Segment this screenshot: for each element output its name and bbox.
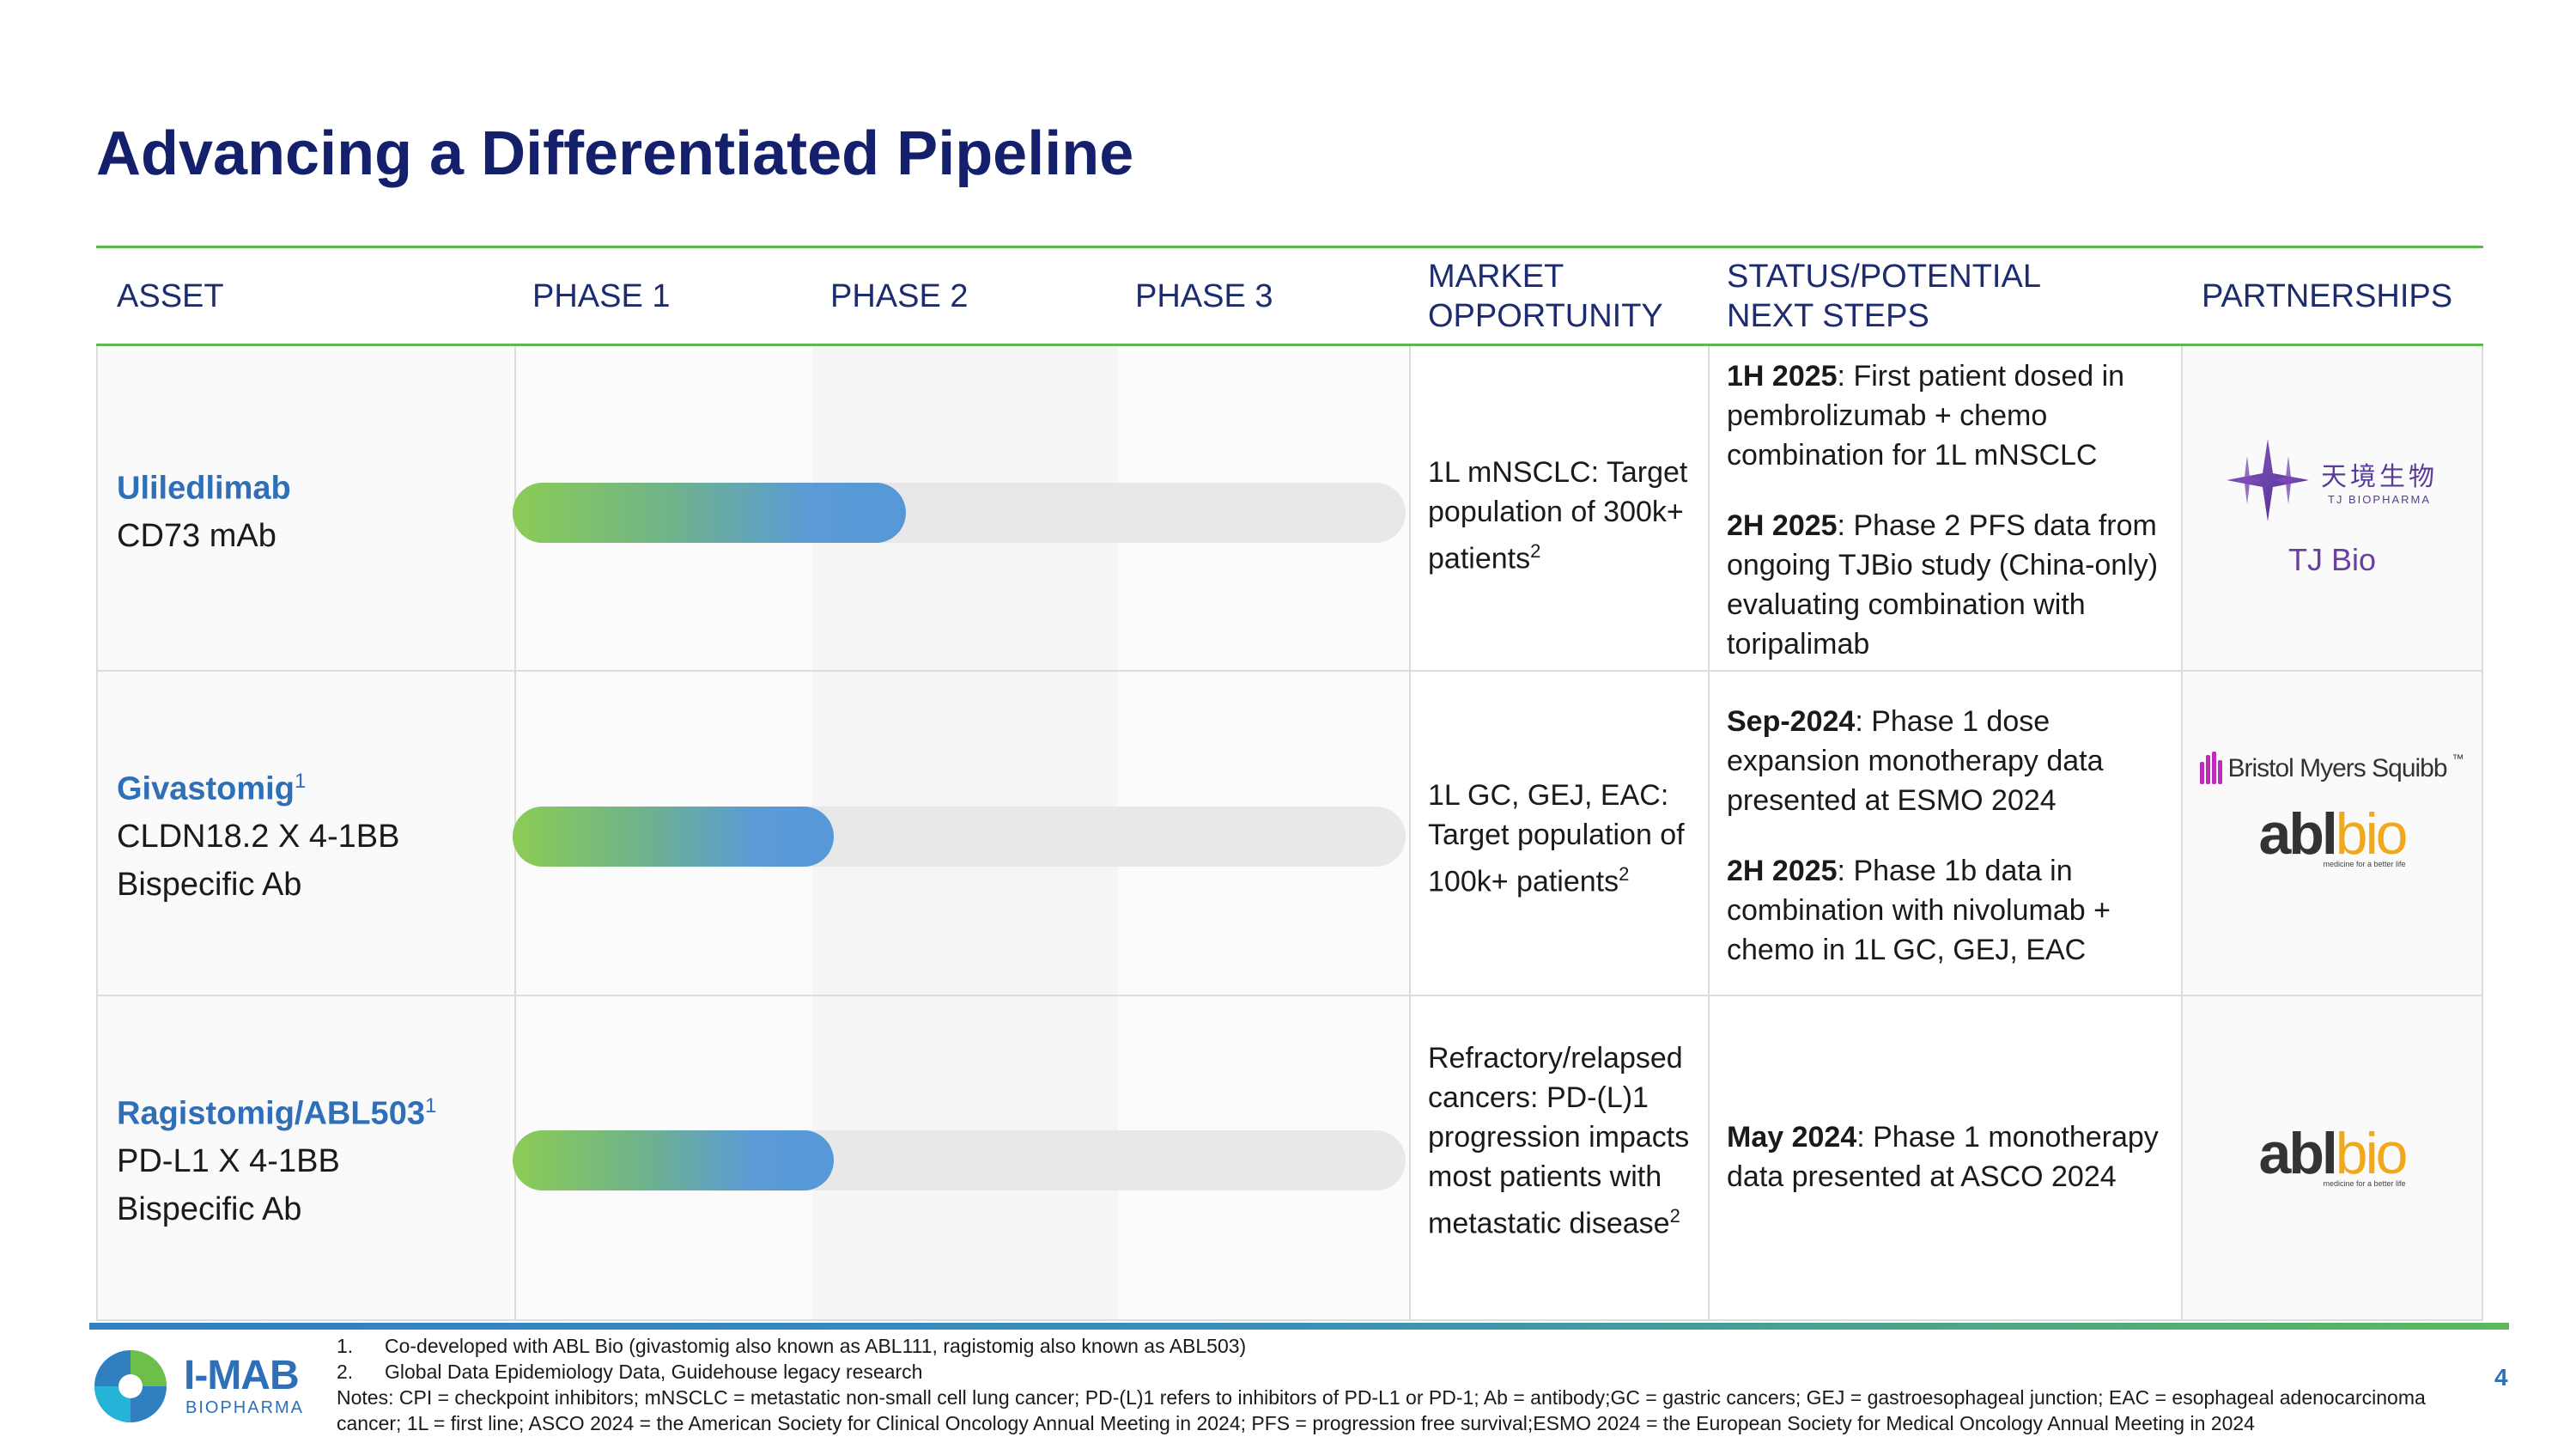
grid-vline (1708, 346, 1710, 1320)
bms-trademark: ™ (2451, 752, 2464, 765)
imab-mark-icon (94, 1350, 167, 1422)
asset-description: CD73 mAb (117, 518, 276, 555)
imab-wordmark: I-MAB (184, 1353, 300, 1398)
ablbio-tagline: medicine for a better life (2323, 860, 2406, 868)
page-title: Advancing a Differentiated Pipeline (96, 119, 1134, 188)
grid-hline (96, 670, 2483, 672)
market-opportunity: Refractory/relapsed cancers: PD-(L)1 pro… (1428, 1042, 1690, 1240)
tj-chinese-name: 天境生物 (2321, 461, 2438, 492)
ablbio-logo: ablbio medicine for a better life (2259, 805, 2409, 868)
status-cell: Sep-2024: Phase 1 dose expansion monothe… (1727, 702, 2182, 1001)
header-rule (96, 344, 2483, 346)
grid-hline (96, 995, 2483, 996)
asset-cell: Uliledlimab CD73 mAb (117, 346, 291, 671)
status-item: 2H 2025: Phase 2 PFS data from ongoing T… (1727, 509, 2159, 661)
partner-cell: 天境生物 TJ BIOPHARMA TJ Bio (2181, 346, 2483, 671)
progress-track (513, 807, 1406, 867)
progress-bar (513, 807, 835, 867)
table-row-givastomig: Givastomig1 CLDN18.2 X 4-1BB Bispecific … (96, 671, 2483, 995)
header-asset: ASSET (117, 278, 224, 314)
page-number: 4 (2494, 1364, 2508, 1391)
imab-subtitle: BIOPHARMA (185, 1398, 305, 1417)
partner-cell: Bristol Myers Squibb ™ ablbio medicine fo… (2181, 671, 2483, 995)
tj-english-name: TJ BIOPHARMA (2327, 492, 2432, 506)
bms-name: Bristol Myers Squibb (2227, 754, 2447, 782)
footer-rule (89, 1323, 2509, 1330)
ablbio-logo-abl: abl (2258, 801, 2338, 867)
grid-vline (2181, 346, 2183, 1320)
table-row-ragistomig: Ragistomig/ABL5031 PD-L1 X 4-1BB Bispeci… (96, 995, 2483, 1320)
status-item: 2H 2025: Phase 1b data in combination wi… (1727, 855, 2111, 966)
table-row-uliledlimab: Uliledlimab CD73 mAb 1L mNSCLC: Target p… (96, 346, 2483, 671)
table-top-rule (96, 246, 2483, 248)
asset-name: Givastomig1 (117, 769, 307, 807)
status-item: May 2024: Phase 1 monotherapy data prese… (1727, 1121, 2159, 1193)
header-market-opportunity: MARKET OPPORTUNITY (1428, 259, 1663, 334)
bms-mark-icon (2200, 752, 2223, 784)
asset-description: Bispecific Ab (117, 867, 302, 904)
grid-vline (1409, 346, 1411, 1320)
header-phase-1: PHASE 1 (532, 278, 671, 314)
imab-logo: I-MAB BIOPHARMA (89, 1345, 338, 1431)
progress-track (513, 483, 1406, 543)
status-cell: May 2024: Phase 1 monotherapy data prese… (1727, 1117, 2182, 1227)
progress-bar (513, 1130, 835, 1190)
grid-vline (2482, 346, 2483, 1320)
grid-vline (96, 346, 98, 1320)
tj-star-icon (2227, 439, 2309, 521)
ablbio-logo-bio: bio (2335, 801, 2409, 867)
header-status: STATUS/POTENTIAL NEXT STEPS (1727, 259, 2040, 334)
footnote-2: 2. Global Data Epidemiology Data, Guideho… (337, 1361, 923, 1383)
col-bg-partners (2181, 346, 2483, 1320)
asset-name: Ragistomig/ABL5031 (117, 1093, 437, 1132)
header-phase-3: PHASE 3 (1135, 278, 1273, 314)
progress-track (513, 1130, 1406, 1190)
status-item: Sep-2024: Phase 1 dose expansion monothe… (1727, 705, 2104, 817)
asset-cell: Ragistomig/ABL5031 PD-L1 X 4-1BB Bispeci… (117, 995, 436, 1320)
asset-description: Bispecific Ab (117, 1191, 302, 1228)
abbreviation-notes: Notes: CPI = checkpoint inhibitors; mNSC… (337, 1386, 2426, 1434)
header-phase-2: PHASE 2 (830, 278, 969, 314)
asset-name: Uliledlimab (117, 470, 291, 507)
status-cell: 1H 2025: First patient dosed in pembroli… (1727, 356, 2182, 695)
asset-cell: Givastomig1 CLDN18.2 X 4-1BB Bispecific … (117, 671, 400, 995)
table-header: ASSET PHASE 1 PHASE 2 PHASE 3 MARKET OPP… (96, 248, 2483, 344)
asset-description: CLDN18.2 X 4-1BB (117, 819, 400, 855)
asset-description: PD-L1 X 4-1BB (117, 1143, 340, 1180)
status-item: 1H 2025: First patient dosed in pembroli… (1727, 360, 2125, 472)
partner-name: TJ Bio (2287, 542, 2377, 577)
header-partnerships: PARTNERSHIPS (2202, 278, 2453, 314)
grid-hline (96, 1319, 2483, 1321)
progress-bar (513, 483, 906, 543)
footnotes: 1. Co-developed with ABL Bio (givastomig … (337, 1333, 2483, 1436)
ablbio-logo: ablbio medicine for a better life (2259, 1124, 2409, 1188)
footnote-1: 1. Co-developed with ABL Bio (givastomig … (337, 1335, 1247, 1357)
ablbio-tagline: medicine for a better life (2323, 1179, 2406, 1188)
partner-cell: ablbio medicine for a better life (2181, 995, 2483, 1320)
tj-biopharma-logo: 天境生物 TJ BIOPHARMA (2227, 439, 2438, 521)
market-opportunity: 1L GC, GEJ, EAC: Target population of 10… (1428, 779, 1685, 898)
market-opportunity: 1L mNSCLC: Target population of 300k+ pa… (1428, 456, 1688, 575)
ablbio-logo-abl: abl (2258, 1121, 2338, 1186)
ablbio-logo-bio: bio (2335, 1121, 2409, 1186)
col-bg-asset (96, 346, 514, 1320)
bms-logo: Bristol Myers Squibb ™ (2200, 752, 2464, 786)
